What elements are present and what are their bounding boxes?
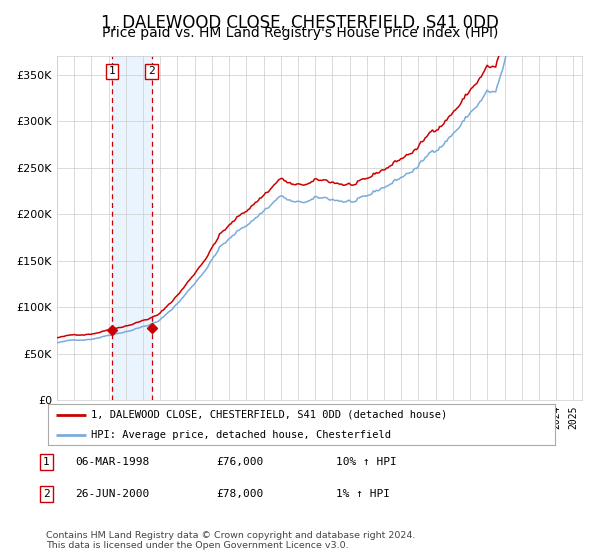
- Text: £76,000: £76,000: [216, 457, 263, 467]
- Text: 1, DALEWOOD CLOSE, CHESTERFIELD, S41 0DD: 1, DALEWOOD CLOSE, CHESTERFIELD, S41 0DD: [101, 14, 499, 32]
- Text: 26-JUN-2000: 26-JUN-2000: [75, 489, 149, 499]
- Text: 2: 2: [148, 67, 155, 77]
- Text: 06-MAR-1998: 06-MAR-1998: [75, 457, 149, 467]
- Text: 2: 2: [43, 489, 50, 499]
- Bar: [112, 56, 152, 400]
- Text: 10% ↑ HPI: 10% ↑ HPI: [336, 457, 397, 467]
- Text: Price paid vs. HM Land Registry's House Price Index (HPI): Price paid vs. HM Land Registry's House …: [102, 26, 498, 40]
- Text: £78,000: £78,000: [216, 489, 263, 499]
- Text: 1: 1: [109, 67, 115, 77]
- Text: 1% ↑ HPI: 1% ↑ HPI: [336, 489, 390, 499]
- Text: Contains HM Land Registry data © Crown copyright and database right 2024.
This d: Contains HM Land Registry data © Crown c…: [46, 531, 416, 550]
- Text: HPI: Average price, detached house, Chesterfield: HPI: Average price, detached house, Ches…: [91, 430, 391, 440]
- Text: 1: 1: [43, 457, 50, 467]
- Text: 1, DALEWOOD CLOSE, CHESTERFIELD, S41 0DD (detached house): 1, DALEWOOD CLOSE, CHESTERFIELD, S41 0DD…: [91, 409, 448, 419]
